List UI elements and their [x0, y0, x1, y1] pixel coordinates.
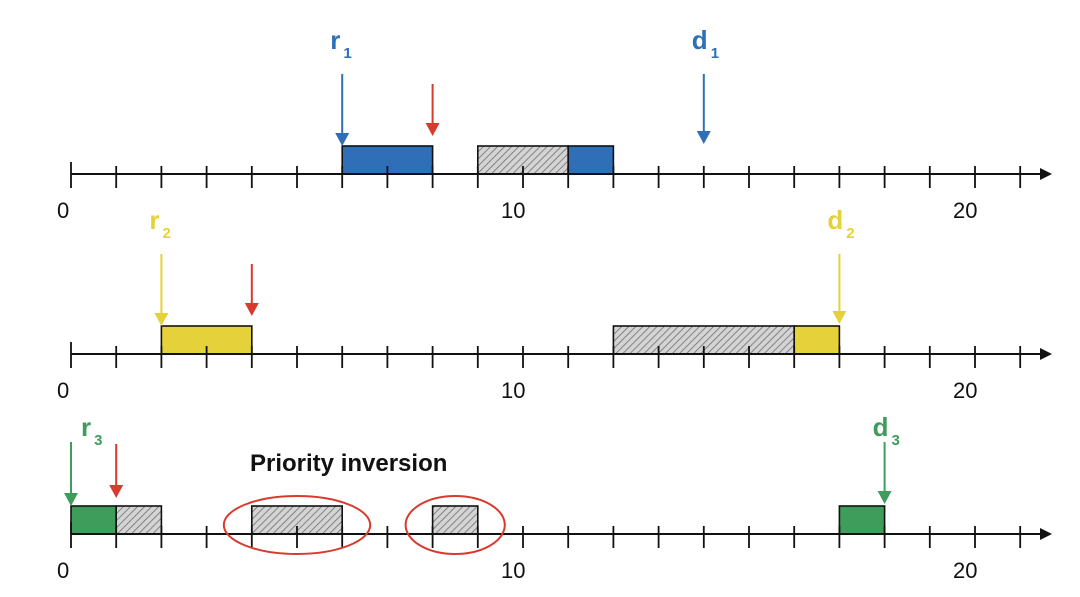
timeline-3-deadline-arrow [877, 442, 892, 504]
timeline-3-tick-label-10: 10 [501, 558, 525, 583]
timeline-3-priority-inversion-highlight-2 [404, 495, 506, 555]
timeline-2-axis-arrowhead [1040, 348, 1052, 360]
timeline-3-run-segment-1 [70, 505, 118, 535]
timeline-3-completion-arrow-1 [109, 444, 124, 498]
timeline-3-completion-arrow-1-head [109, 485, 124, 498]
timeline-1-release-arrow-head [335, 133, 350, 146]
timeline-2-deadline-label-letter: d [827, 205, 843, 235]
timeline-3-blocked-segment-4 [431, 505, 479, 535]
timeline-1-completion-arrow-1-head [425, 123, 440, 136]
timeline-2-tick-label-0: 0 [57, 378, 69, 403]
timeline-2-release-label-subscript: 2 [163, 225, 171, 242]
timeline-1-release-arrow [335, 74, 350, 146]
timeline-1-deadline-label-letter: d [692, 25, 708, 55]
timeline-2-tick-label-20: 20 [953, 378, 977, 403]
timeline-3-release-arrow-head [64, 493, 78, 506]
timeline-2-completion-arrow-1 [244, 264, 259, 316]
timeline-1-release-label-subscript: 1 [343, 45, 351, 62]
timeline-1-tick-label-10: 10 [501, 198, 525, 223]
timeline-2-release-arrow [154, 254, 169, 326]
timeline-1-release-label-letter: r [330, 25, 340, 55]
timeline-2-run-segment-3 [793, 325, 841, 355]
timeline-1-deadline-label-subscript: 1 [711, 45, 719, 62]
timeline-3-deadline-arrow-head [877, 491, 892, 504]
timeline-1-deadline-arrow [696, 74, 711, 144]
timeline-3-release-label-letter: r [81, 412, 91, 442]
timeline-2-release-label-letter: r [149, 205, 159, 235]
timeline-1-completion-arrow-1 [425, 84, 440, 136]
timeline-2-deadline-label-subscript: 2 [846, 225, 854, 242]
timeline-3-deadline-label-letter: d [873, 412, 889, 442]
timeline-3-release-label-subscript: 3 [94, 432, 102, 449]
timeline-3-tick-label-20: 20 [953, 558, 977, 583]
timeline-3-deadline-label-subscript: 3 [891, 432, 899, 449]
timeline-3-axis-arrowhead [1040, 528, 1052, 540]
priority-inversion-label: Priority inversion [250, 450, 447, 477]
timeline-3-blocked-segment-2 [115, 505, 163, 535]
timeline-2-deadline-arrow-head [832, 311, 847, 324]
timeline-3-run-segment-5 [838, 505, 886, 535]
timeline-1-axis-arrowhead [1040, 168, 1052, 180]
timeline-3-release-arrow [64, 442, 78, 506]
timeline-2-deadline-arrow [832, 254, 847, 324]
timeline-1-run-segment-3 [567, 145, 615, 175]
timeline-1-tick-label-20: 20 [953, 198, 977, 223]
timeline-2-tick-label-10: 10 [501, 378, 525, 403]
timeline-1-tick-label-0: 0 [57, 198, 69, 223]
timeline-3-priority-inversion-highlight-1 [222, 495, 372, 555]
timeline-2-release-arrow-head [154, 313, 169, 326]
timeline-1-deadline-arrow-head [696, 131, 711, 144]
timeline-2-completion-arrow-1-head [244, 303, 259, 316]
timeline-3-tick-label-0: 0 [57, 558, 69, 583]
